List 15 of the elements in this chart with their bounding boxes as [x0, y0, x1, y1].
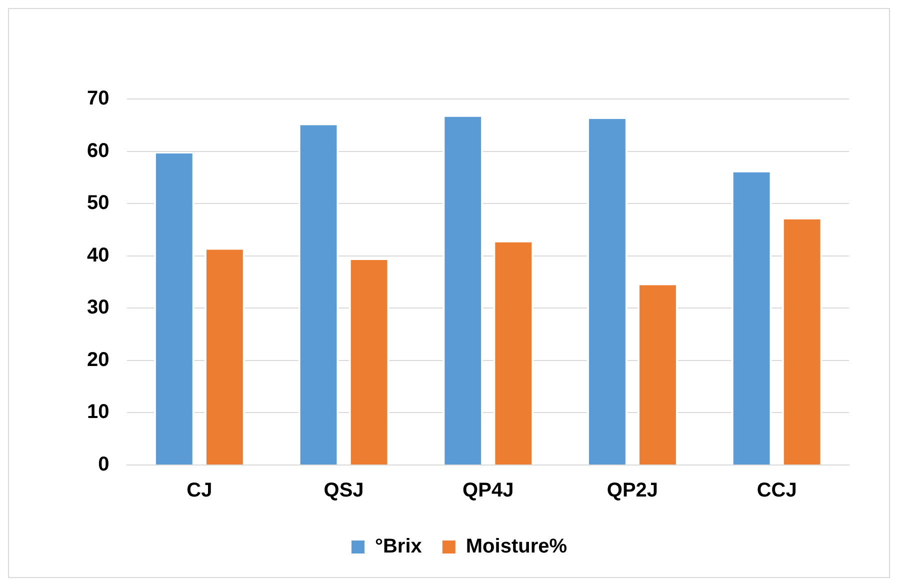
y-tick-label: 60 [86, 140, 110, 162]
x-tick-label: QSJ [324, 480, 364, 502]
y-tick-label: 40 [86, 244, 110, 266]
y-tick-label: 70 [86, 88, 110, 110]
x-tick-label: CJ [186, 480, 212, 502]
y-tick-label: 50 [86, 192, 110, 214]
y-tick-label: 20 [86, 348, 110, 371]
y-tick-label: 30 [86, 296, 110, 319]
legend-label: Moisture% [466, 536, 568, 558]
x-tick-label: CCJ [756, 480, 797, 502]
x-tick-label: QP4J [462, 480, 514, 502]
x-tick-label: QP2J [606, 480, 658, 502]
legend-label: °Brix [374, 536, 422, 558]
y-tick-label: 10 [86, 401, 110, 424]
y-tick-label: 0 [98, 454, 110, 476]
